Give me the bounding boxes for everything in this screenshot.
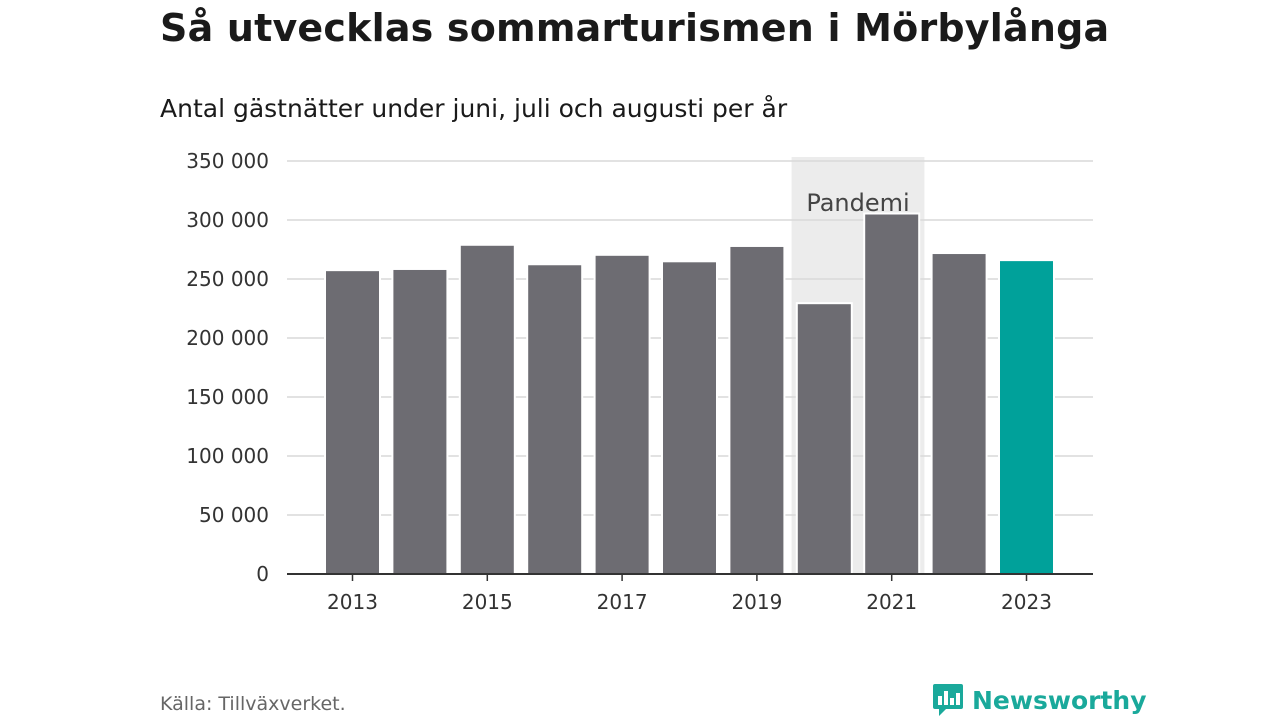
x-tick-label: 2021 (866, 590, 917, 614)
y-tick-label: 100 000 (186, 444, 269, 468)
y-tick-label: 50 000 (199, 503, 269, 527)
bar-2017 (593, 253, 651, 575)
newsworthy-logo-icon (933, 684, 963, 716)
brand-name: Newsworthy (972, 685, 1147, 715)
x-tick-label: 2015 (462, 590, 513, 614)
bar-2020 (795, 302, 853, 575)
bar-2019 (728, 244, 786, 576)
y-tick-label: 0 (256, 562, 269, 586)
bar-chart: 0 50 000 100 000 150 000 200 000 250 000 300 0… (186, 149, 1093, 614)
y-tick-label: 350 000 (186, 149, 269, 173)
x-tick-label: 2019 (731, 590, 782, 614)
bar-2015 (458, 243, 516, 575)
bar-2014 (391, 267, 449, 575)
bar-2013 (324, 269, 381, 575)
bar-2022 (930, 252, 988, 575)
x-tick-label: 2013 (327, 590, 378, 614)
bar-2021 (863, 212, 921, 575)
axis-layer: 2013 2015 2017 2019 2021 2023 (287, 573, 1093, 614)
brand-logo: Newsworthy (932, 682, 1147, 718)
y-tick-label: 200 000 (186, 326, 269, 350)
bar-2016 (526, 263, 584, 575)
y-tick-label: 300 000 (186, 208, 269, 232)
y-tick-label: 150 000 (186, 385, 269, 409)
y-tick-label: 250 000 (186, 267, 269, 291)
x-tick-label: 2017 (597, 590, 648, 614)
source-note: Källa: Tillväxverket. (160, 693, 346, 715)
bar-layer: Pandemi (324, 189, 1055, 576)
bar-2023 (998, 259, 1055, 575)
chart-title: Så utvecklas sommarturismen i Mörbylånga (160, 6, 1110, 50)
annotation-label: Pandemi (806, 189, 909, 217)
bar-2018 (661, 260, 718, 575)
chart-subtitle: Antal gästnätter under juni, juli och au… (160, 94, 788, 123)
x-tick-label: 2023 (1001, 590, 1052, 614)
